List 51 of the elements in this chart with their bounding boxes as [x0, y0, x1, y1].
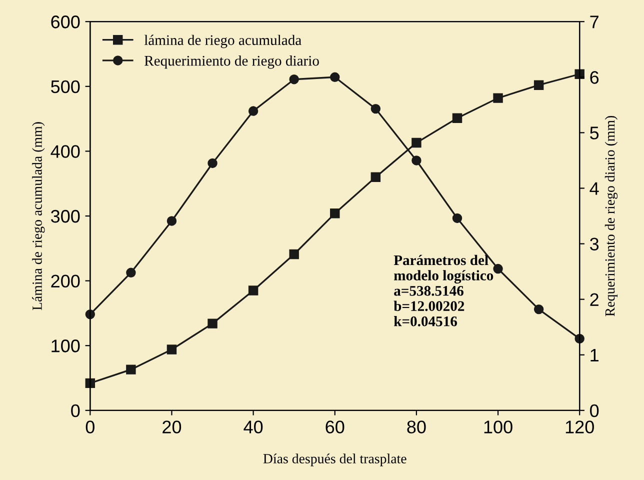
point	[412, 138, 422, 148]
point	[412, 156, 422, 166]
y2-tick-label: 3	[590, 238, 599, 250]
legend-label: lámina de riego acumulada	[144, 34, 302, 48]
y-tick-label: 100	[52, 340, 80, 352]
y-tick-label: 200	[51, 274, 80, 288]
point	[534, 304, 544, 314]
y2-tick-label: 7	[590, 16, 598, 28]
y2-tick-label: 4	[590, 182, 599, 195]
point	[208, 318, 218, 328]
y-tick-label: 300	[51, 210, 80, 223]
y-tick-label: 400	[50, 145, 80, 158]
annotation: Parámetros del modelo logístico a=538.5146 b=12.00202 k=0.04516	[394, 254, 494, 326]
point	[493, 93, 503, 103]
point	[534, 80, 544, 90]
y-axis-title: Lámina de riego acumulada (mm)	[32, 122, 45, 310]
y2-tick-label: 2	[590, 293, 598, 306]
x-tick-label: 20	[162, 420, 182, 434]
point	[208, 158, 218, 168]
y2-axis-title: Requerimiento de riego diario (mm)	[604, 116, 618, 316]
x-tick-label: 120	[566, 420, 594, 434]
point	[166, 344, 177, 354]
y2-tick-label: 0	[590, 404, 599, 418]
point	[493, 264, 503, 274]
x-tick-label: 60	[326, 420, 344, 434]
point	[248, 286, 258, 296]
y2-tick-label: 1	[590, 348, 598, 362]
point	[370, 104, 381, 114]
y-tick-label: 500	[51, 80, 80, 94]
point	[126, 364, 136, 374]
point	[126, 268, 136, 278]
legend-label: Requerimiento de riego diario	[144, 55, 319, 69]
point	[248, 106, 258, 116]
point	[330, 72, 340, 82]
x-tick-label: 100	[484, 420, 512, 434]
point	[452, 113, 462, 124]
point	[289, 74, 299, 84]
y2-tick-label: 5	[590, 126, 599, 140]
y-tick-label: 600	[51, 16, 80, 28]
point	[166, 216, 177, 226]
y-tick-label: 0	[71, 404, 80, 418]
point	[330, 208, 340, 218]
x-tick-label: 80	[407, 420, 426, 434]
y2-tick-label: 6	[590, 71, 599, 84]
point	[452, 213, 462, 224]
point	[370, 172, 381, 182]
point	[574, 69, 584, 79]
x-axis-title: Días después del trasplate	[263, 454, 406, 466]
point	[289, 249, 299, 260]
x-tick-label: 40	[244, 420, 263, 434]
x-tick-label: 0	[86, 420, 94, 434]
